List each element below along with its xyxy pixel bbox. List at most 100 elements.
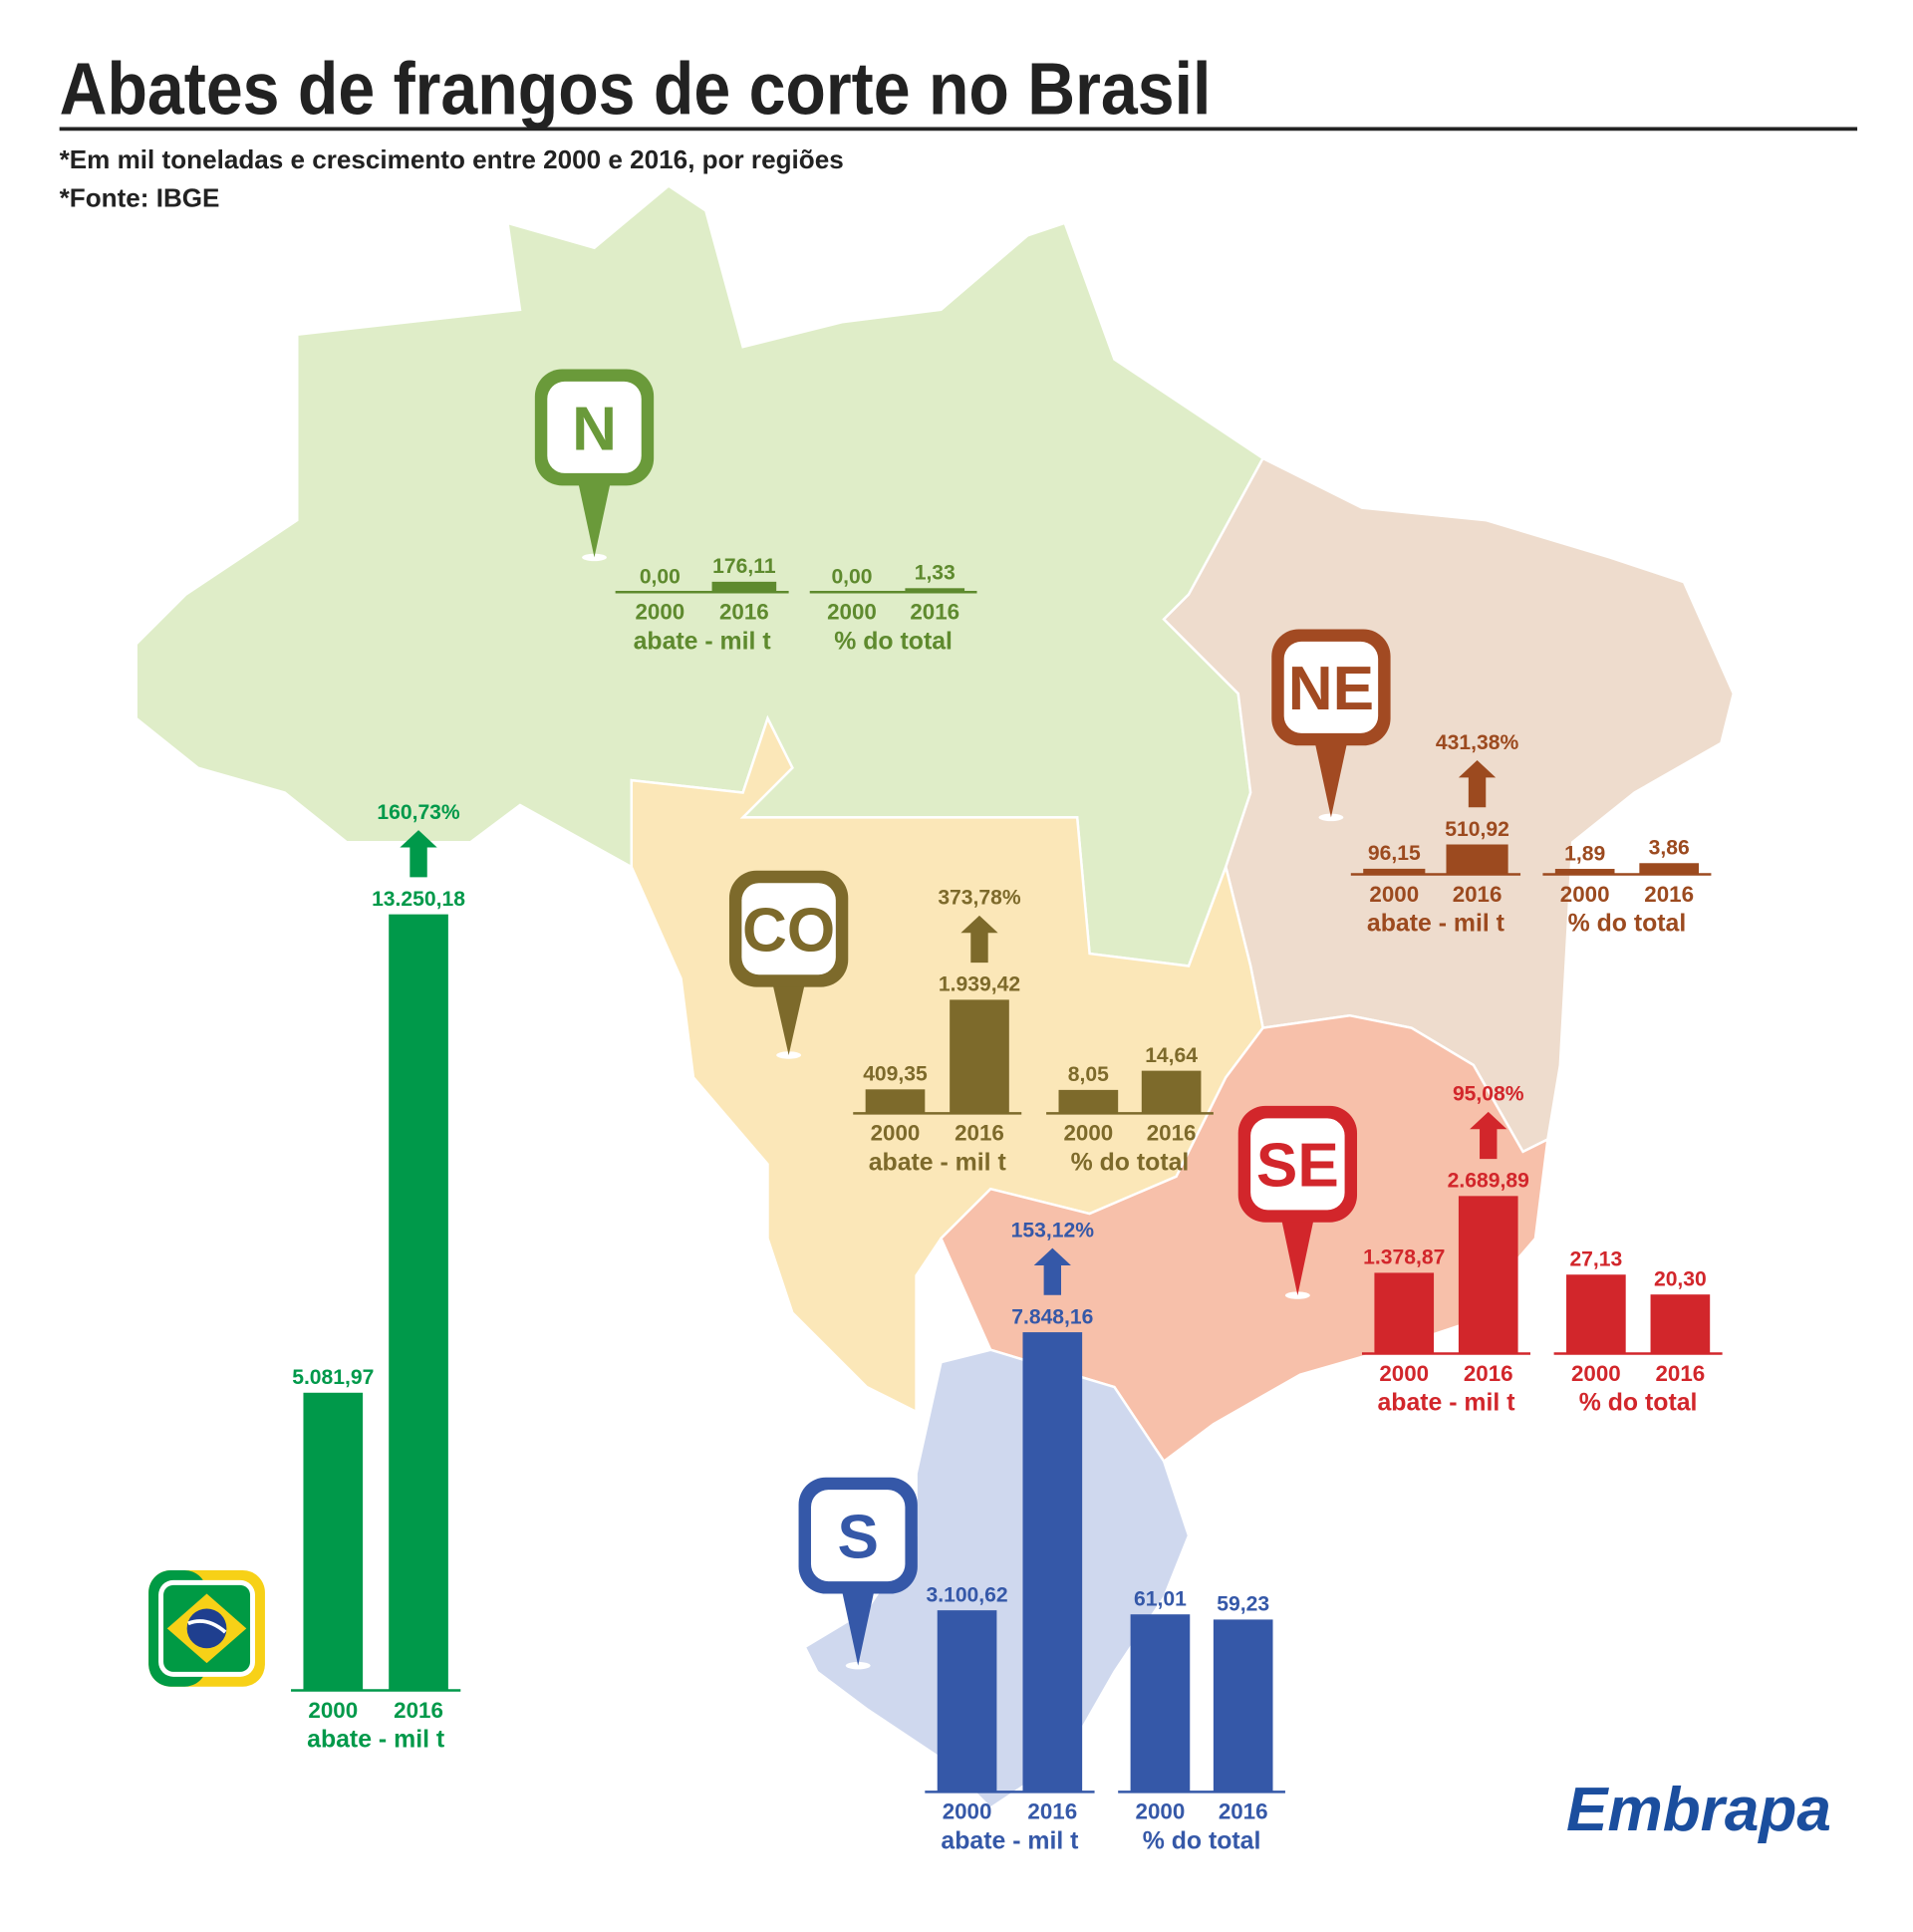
marker-label: CO: [742, 897, 835, 966]
category-label: 2000: [827, 600, 877, 625]
growth-label: 95,08%: [1453, 1083, 1524, 1106]
region-marker: NE: [1271, 629, 1391, 822]
value-label: 3,86: [1649, 837, 1690, 860]
marker-shadow: [582, 553, 607, 562]
bar: [1363, 868, 1426, 875]
category-label: 2000: [943, 1799, 992, 1824]
bar: [1022, 1332, 1083, 1793]
category-label: 2000: [635, 600, 684, 625]
bar: [303, 1392, 364, 1691]
marker-label: S: [837, 1504, 878, 1572]
category-label: 2016: [394, 1698, 443, 1723]
value-label: 3.100,62: [926, 1583, 1007, 1606]
axis-label: % do total: [1568, 911, 1687, 938]
mini-chart: 5.081,97 2000 13.250,18 2016 abate - mil t 16…: [291, 801, 465, 1754]
marker-inner: [810, 1490, 906, 1582]
marker-pin: [577, 476, 612, 558]
note: *Fonte: IBGE: [60, 183, 220, 213]
axis-label: abate - mil t: [869, 1150, 1006, 1177]
category-label: 2000: [1136, 1799, 1186, 1824]
brazil-flag: [148, 1569, 265, 1687]
bar: [711, 581, 777, 593]
region-marker: S: [798, 1477, 918, 1670]
growth-arrow: [1470, 1111, 1507, 1160]
region-marker: CO: [728, 870, 849, 1059]
mini-chart: 1,89 2000 3,86 2016 % do total: [1542, 837, 1712, 938]
marker-inner: [741, 883, 836, 975]
axis-label: abate - mil t: [941, 1828, 1078, 1855]
category-label: 2000: [1560, 882, 1610, 907]
marker-pin: [1279, 1214, 1315, 1296]
growth-label: 153,12%: [1011, 1219, 1095, 1242]
mini-chart: 61,01 2000 59,23 2016 % do total: [1118, 1588, 1285, 1855]
category-label: 2016: [1219, 1799, 1268, 1824]
value-label: 5.081,97: [292, 1366, 374, 1389]
region-marker: SE: [1237, 1105, 1358, 1299]
axis-label: abate - mil t: [1367, 911, 1504, 938]
mini-chart: 409,35 2000 1.939,42 2016 abate - mil t 373,7…: [853, 887, 1022, 1177]
category-label: 2016: [1027, 1799, 1077, 1824]
axis-label: % do total: [1071, 1150, 1190, 1177]
value-label: 27,13: [1569, 1248, 1622, 1271]
bar: [1650, 1294, 1711, 1354]
value-label: 1,33: [915, 562, 956, 585]
category-label: 2000: [308, 1698, 358, 1723]
bar: [1213, 1619, 1273, 1793]
bar: [937, 1610, 997, 1793]
marker-inner: [1283, 641, 1379, 733]
growth-arrow: [960, 915, 998, 964]
bar: [1130, 1614, 1191, 1793]
region-southeast: [939, 1013, 1549, 1464]
bar: [905, 588, 965, 593]
bar: [1554, 869, 1615, 875]
bar: [1458, 1196, 1518, 1354]
category-label: 2000: [1369, 882, 1419, 907]
map: [135, 184, 1736, 1810]
category-label: 2016: [910, 600, 959, 625]
marker-pin: [771, 977, 807, 1055]
marker-label: NE: [1288, 655, 1374, 723]
value-label: 409,35: [863, 1063, 928, 1086]
mini-chart: 3.100,62 2000 7.848,16 2016 abate - mil t 153…: [925, 1219, 1095, 1855]
bar: [1566, 1274, 1626, 1354]
category-label: 2016: [1464, 1361, 1513, 1386]
bar: [1058, 1089, 1119, 1114]
value-label: 61,01: [1134, 1588, 1187, 1611]
growth-label: 160,73%: [377, 801, 460, 824]
category-label: 2016: [1147, 1121, 1197, 1146]
value-label: 13.250,18: [372, 888, 465, 911]
bar: [1639, 863, 1700, 875]
marker-inner: [1250, 1118, 1345, 1211]
value-label: 1,89: [1564, 842, 1605, 865]
value-label: 20,30: [1654, 1267, 1707, 1290]
value-label: 96,15: [1368, 842, 1421, 865]
category-label: 2016: [955, 1121, 1004, 1146]
mini-chart: 0,00 2000 1,33 2016 % do total: [809, 562, 977, 655]
growth-label: 431,38%: [1436, 731, 1519, 754]
bar: [865, 1089, 926, 1114]
value-label: 7.848,16: [1011, 1305, 1093, 1328]
category-label: 2016: [1644, 882, 1694, 907]
growth-arrow: [1033, 1247, 1071, 1295]
axis-label: abate - mil t: [307, 1727, 444, 1754]
marker-pin: [1313, 736, 1349, 818]
region-marker: N: [534, 369, 655, 562]
marker-inner: [547, 381, 642, 473]
value-label: 14,64: [1145, 1044, 1198, 1067]
marker-label: N: [572, 395, 617, 463]
value-label: 8,05: [1068, 1063, 1109, 1086]
marker-label: SE: [1256, 1132, 1339, 1201]
logo: Embrapa: [1566, 1776, 1831, 1844]
axis-label: % do total: [1579, 1390, 1698, 1417]
bar: [1141, 1070, 1202, 1114]
title: Abates de frangos de corte no Brasil: [60, 48, 1212, 131]
note: *Em mil toneladas e crescimento entre 20…: [60, 144, 844, 174]
bar: [1374, 1272, 1435, 1354]
axis-label: abate - mil t: [634, 628, 771, 655]
value-label: 59,23: [1217, 1593, 1269, 1616]
bar: [950, 999, 1009, 1114]
bar: [389, 914, 448, 1691]
growth-arrow: [1458, 760, 1497, 808]
value-label: 2.689,89: [1448, 1170, 1529, 1193]
